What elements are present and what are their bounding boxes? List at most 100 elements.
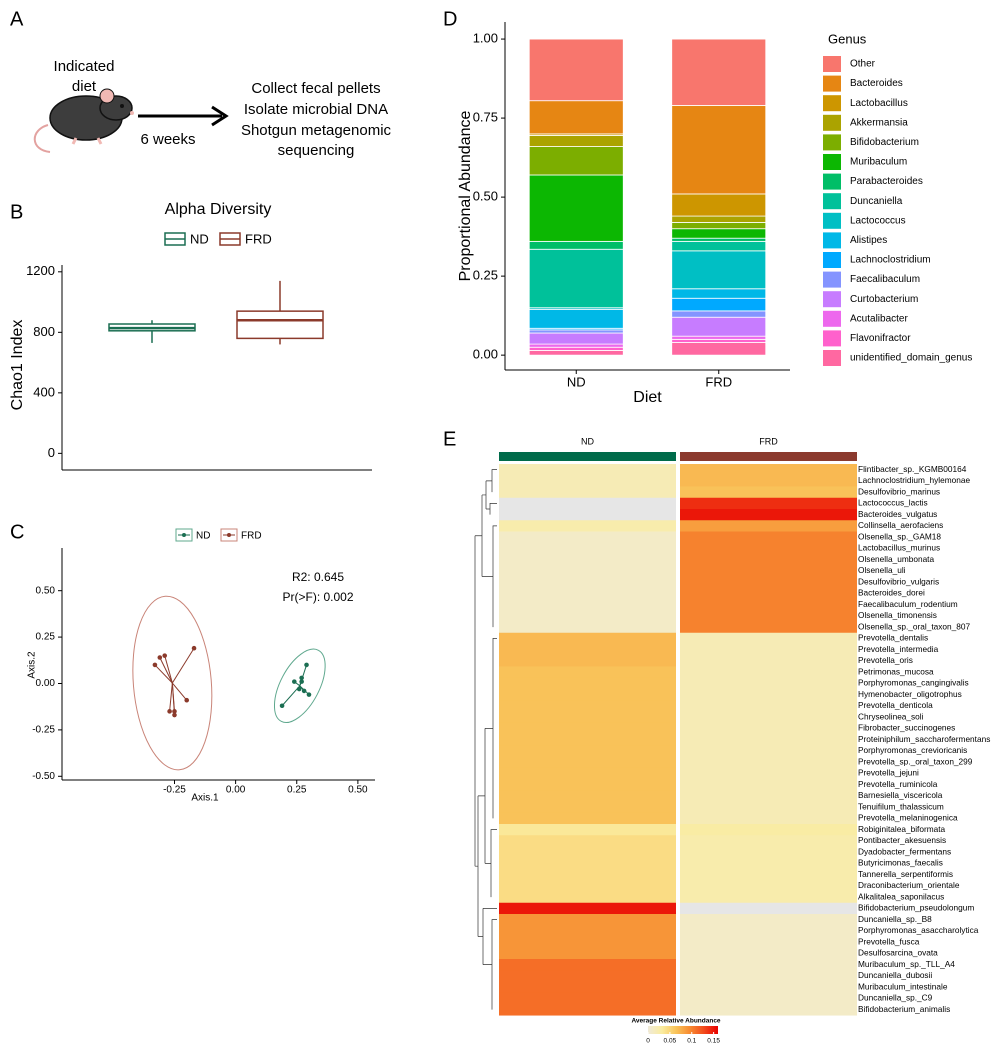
y-tick-label: 0.00 — [473, 347, 498, 362]
row-label: Muribaculum_intestinale — [858, 981, 948, 991]
column-label: ND — [581, 436, 594, 446]
legend-label: Alistipes — [850, 235, 887, 246]
cell — [499, 722, 676, 735]
legend-title: Genus — [828, 31, 867, 46]
row-label: Dyadobacter_fermentans — [858, 846, 951, 856]
row-label: Prevotella_denticola — [858, 700, 933, 710]
cell — [499, 992, 676, 1005]
cell — [499, 565, 676, 577]
bar-segment — [528, 38, 624, 102]
legend-swatch — [823, 212, 841, 229]
cell — [680, 497, 857, 510]
row-label: Hymenobacter_oligotrophus — [858, 689, 962, 699]
y-tick-label: 1200 — [26, 263, 55, 278]
legend-label: Lactococcus — [850, 215, 906, 226]
row-label: Bacteroides_dorei — [858, 588, 925, 598]
bar-segment — [528, 100, 624, 135]
bar-segment — [671, 38, 767, 106]
cell — [499, 542, 676, 555]
cell — [499, 475, 676, 487]
panel-label: C — [10, 521, 24, 543]
row-label: Olsenella_sp._oral_taxon_807 — [858, 621, 970, 631]
x-tick-label: 0.00 — [226, 785, 246, 796]
confidence-ellipse — [132, 595, 213, 771]
y-tick-label: 0 — [48, 445, 55, 460]
bar-segment — [528, 332, 624, 345]
cell — [680, 464, 857, 476]
row-label: Duncaniella_sp._B8 — [858, 914, 932, 924]
cell — [499, 677, 676, 690]
legend-label: ND — [190, 231, 209, 246]
y-tick-label: 1.00 — [473, 31, 498, 46]
row-label: Desulfovibrio_marinus — [858, 486, 940, 496]
step-text: Shotgun metagenomic — [241, 122, 392, 139]
row-label: Porphyromonas_cangingivalis — [858, 678, 969, 688]
cell — [680, 475, 857, 487]
column-label: FRD — [759, 436, 778, 446]
bar-segment — [671, 221, 767, 230]
spider-line — [171, 682, 188, 701]
cell — [680, 666, 857, 679]
cell — [680, 531, 857, 544]
cell — [680, 756, 857, 769]
cell — [680, 925, 857, 937]
y-tick-label: 0.25 — [473, 268, 498, 283]
cell — [499, 587, 676, 600]
row-label: Proteiniphilum_saccharofermentans — [858, 734, 990, 744]
bar-segment — [528, 240, 624, 250]
bar-segment — [528, 329, 624, 334]
legend-label: Curtobacterium — [850, 294, 918, 305]
cell — [499, 576, 676, 589]
point — [157, 655, 163, 660]
bar-segment — [528, 135, 624, 147]
na-cell — [499, 497, 676, 510]
point — [184, 697, 190, 703]
row-label: Lactococcus_lactis — [858, 498, 928, 508]
y-tick-label: 0.75 — [473, 110, 498, 125]
legend-swatch — [823, 232, 841, 249]
cell — [499, 464, 676, 476]
legend-label: Faecalibaculum — [850, 274, 920, 285]
cell — [680, 914, 857, 926]
cell — [499, 936, 676, 949]
row-label: Porphyromonas_asaccharolytica — [858, 925, 979, 935]
cell — [680, 801, 857, 814]
legend-swatch — [182, 533, 186, 537]
legend-swatch — [823, 95, 841, 112]
y-axis-label: Proportional Abundance — [457, 111, 474, 282]
cell — [680, 880, 857, 892]
bar-segment — [528, 174, 624, 242]
cell — [499, 734, 676, 746]
legend-label: Lachnoclostridium — [850, 255, 931, 266]
bar-segment — [528, 146, 624, 176]
cell — [499, 621, 676, 634]
legend-swatch — [823, 310, 841, 327]
cell — [680, 959, 857, 971]
cell — [499, 1004, 676, 1016]
spider-line — [159, 657, 173, 684]
y-tick-label: -0.25 — [32, 725, 55, 736]
annotation: R2: 0.645 — [292, 570, 344, 584]
duration-text: 6 weeks — [140, 131, 195, 148]
row-label: Tenuifilum_thalassicum — [858, 801, 944, 811]
cell — [680, 846, 857, 859]
panel-label: B — [10, 201, 23, 223]
cell — [680, 565, 857, 577]
bar-segment — [671, 215, 767, 223]
cell — [499, 520, 676, 532]
cell — [499, 779, 676, 791]
bar-segment — [671, 297, 767, 312]
legend-swatch — [823, 291, 841, 308]
cell — [499, 767, 676, 780]
bar-segment — [671, 240, 767, 252]
row-label: Muribaculum_sp._TLL_A4 — [858, 959, 955, 969]
cell — [499, 925, 676, 937]
row-label: Prevotella_sp._oral_taxon_299 — [858, 756, 973, 766]
row-label: Prevotella_jejuni — [858, 768, 919, 778]
spider-line — [164, 655, 173, 684]
bar-segment — [671, 250, 767, 290]
colorbar-tick-label: 0.15 — [707, 1038, 720, 1045]
cell — [680, 542, 857, 555]
cell — [499, 666, 676, 679]
